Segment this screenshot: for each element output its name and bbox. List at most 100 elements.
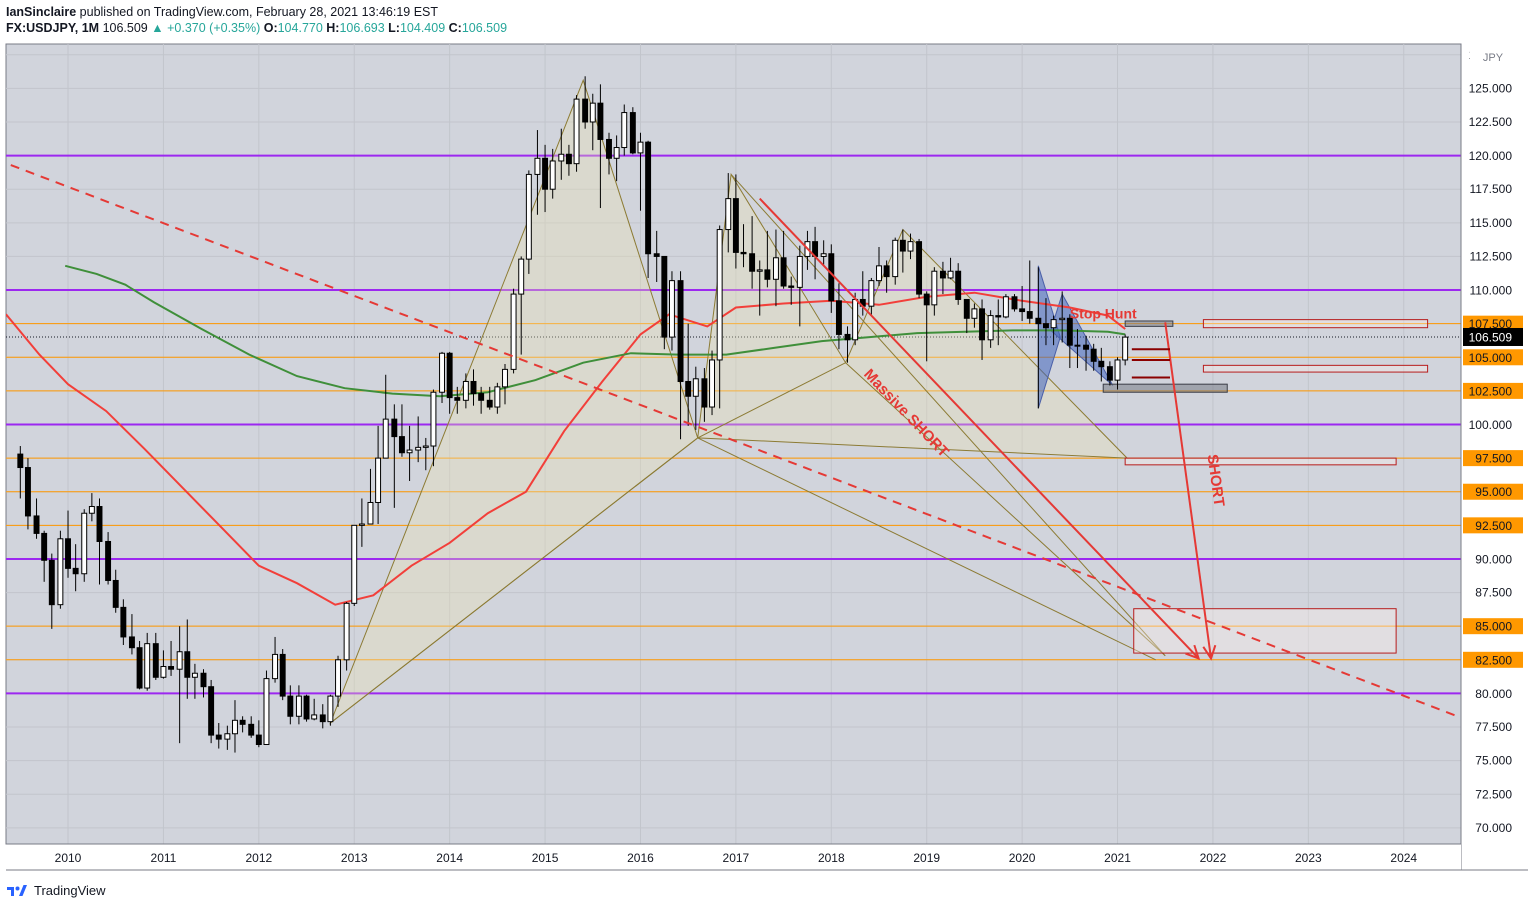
- time-tick-label: 2019: [913, 851, 940, 865]
- candle: [931, 267, 938, 316]
- candle: [1050, 315, 1057, 346]
- candle-up: [358, 523, 365, 526]
- candle: [1066, 314, 1073, 369]
- candle: [899, 229, 906, 273]
- publish-line: IanSinclaire published on TradingView.co…: [6, 4, 507, 20]
- tradingview-brand[interactable]: TradingView: [34, 882, 106, 898]
- purple-level-label: 90.000: [1475, 552, 1512, 566]
- candle: [351, 524, 358, 607]
- symbol-label[interactable]: FX:USDJPY, 1M: [6, 21, 100, 35]
- candle: [272, 636, 279, 683]
- candle: [208, 679, 215, 744]
- candle-down: [105, 540, 112, 581]
- gray-zone: [1124, 320, 1174, 327]
- time-tick-label: 2017: [723, 851, 750, 865]
- time-axis-labels: 2010 2011 2012 2013 2014 2015 2016 2017 2018 2019…: [55, 851, 1418, 865]
- candle-up: [1050, 319, 1057, 329]
- candle: [160, 650, 167, 679]
- candle: [963, 298, 970, 334]
- candle: [96, 498, 103, 585]
- candle: [820, 240, 827, 265]
- candle: [72, 544, 79, 592]
- currency-label-bg: [1470, 49, 1516, 64]
- candle-down: [1026, 311, 1033, 319]
- candle: [606, 132, 612, 175]
- candle-up: [892, 239, 899, 278]
- candle: [677, 271, 684, 440]
- time-tick-label: 2010: [55, 851, 82, 865]
- candle: [144, 632, 151, 691]
- candle-down: [939, 270, 946, 279]
- candle: [796, 245, 803, 327]
- candle: [1011, 294, 1018, 312]
- orange-level-tag: [1463, 450, 1523, 467]
- publisher-name[interactable]: IanSinclaire: [6, 5, 77, 19]
- candle-down: [239, 719, 246, 725]
- candle-down: [319, 714, 326, 723]
- candle: [1098, 347, 1105, 382]
- candle: [1106, 361, 1113, 386]
- pattern-leg: [697, 437, 1156, 661]
- candle-down: [112, 579, 119, 608]
- candle-down: [653, 253, 660, 257]
- candle-down: [542, 157, 549, 190]
- red-zone: [1202, 319, 1429, 329]
- candle-down: [279, 653, 286, 697]
- price-axis[interactable]: [1461, 44, 1528, 844]
- candle-down: [391, 418, 398, 438]
- candle-up: [1114, 359, 1121, 381]
- candle: [81, 509, 88, 582]
- currency-label: JPY: [1483, 52, 1504, 64]
- candle: [398, 404, 405, 457]
- candle-up: [668, 280, 675, 338]
- candle: [343, 601, 350, 671]
- candle: [239, 716, 246, 733]
- gray-zone: [1102, 383, 1228, 393]
- time-axis[interactable]: [6, 844, 1461, 870]
- time-tick-label: 2016: [627, 851, 654, 865]
- candle-up: [692, 378, 699, 397]
- red-zone: [1133, 608, 1397, 654]
- candle-down: [136, 647, 143, 689]
- price-tick-label: 117.500: [1470, 182, 1513, 196]
- plot-area[interactable]: [5, 43, 1462, 845]
- candle-up: [494, 386, 501, 408]
- candle: [788, 276, 795, 305]
- candle: [494, 382, 501, 414]
- candle-down: [255, 734, 262, 746]
- price-tick-label: 122.500: [1469, 115, 1513, 129]
- candle: [701, 368, 708, 422]
- candle: [454, 386, 461, 414]
- candle-up: [987, 315, 994, 341]
- candle-up: [382, 418, 389, 459]
- candle: [549, 148, 556, 199]
- orange-level-tag: [1463, 349, 1523, 366]
- candle: [542, 144, 549, 213]
- candle: [1002, 294, 1009, 319]
- candle: [582, 76, 589, 129]
- candle: [57, 530, 64, 609]
- candle-down: [454, 397, 461, 401]
- candle-down: [1098, 360, 1105, 368]
- candle-up: [367, 501, 374, 525]
- time-tick-label: 2020: [1009, 851, 1036, 865]
- candle-down: [1106, 366, 1113, 381]
- short-label: SHORT: [1204, 453, 1228, 507]
- green-moving-average: [64, 264, 1126, 398]
- orange-level-label: 97.500: [1475, 452, 1512, 466]
- candle-up: [343, 602, 350, 661]
- time-tick-label: 2022: [1200, 851, 1227, 865]
- candle: [892, 237, 899, 285]
- candle-up: [88, 506, 95, 514]
- candle: [979, 299, 986, 360]
- candle: [382, 374, 389, 459]
- candle: [303, 694, 310, 722]
- candle-up: [272, 653, 279, 680]
- candle-down: [478, 393, 485, 401]
- candles[interactable]: [17, 76, 1129, 753]
- candle-up: [462, 380, 469, 401]
- candle-up: [224, 733, 231, 740]
- candle: [279, 649, 286, 701]
- purple-level-tag: [1463, 282, 1523, 299]
